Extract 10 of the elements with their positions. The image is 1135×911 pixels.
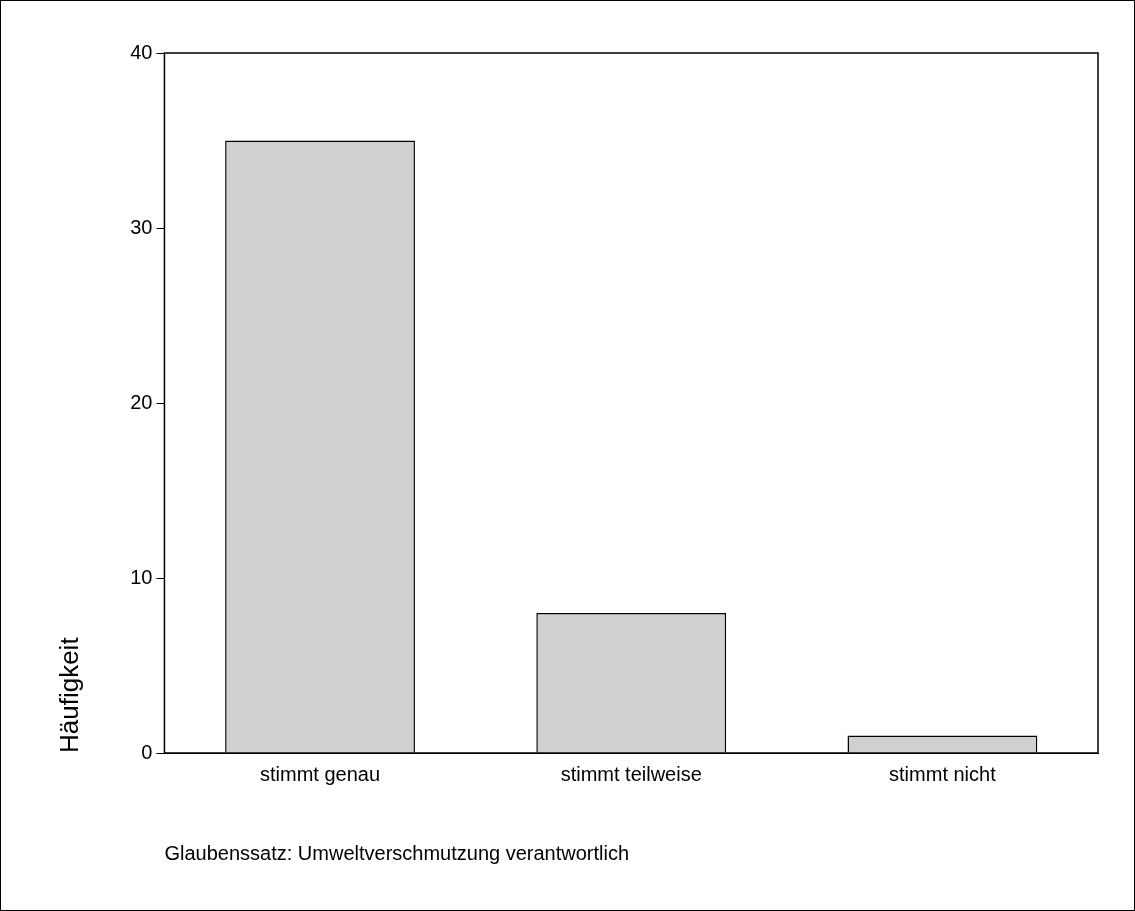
x-tick-label: stimmt genau	[260, 762, 381, 785]
x-tick-label: stimmt nicht	[889, 762, 997, 785]
y-axis-title: Häufigkeit	[53, 636, 84, 753]
y-tick-label: 30	[130, 215, 153, 238]
y-tick-label: 20	[130, 390, 153, 413]
y-tick-label: 0	[141, 740, 153, 763]
y-tick-label: 40	[130, 40, 153, 63]
x-axis-title: Glaubenssatz: Umweltverschmutzung verantwortlich	[164, 841, 630, 864]
x-tick-label: stimmt teilweise	[560, 762, 702, 785]
y-tick-label: 10	[130, 565, 153, 588]
